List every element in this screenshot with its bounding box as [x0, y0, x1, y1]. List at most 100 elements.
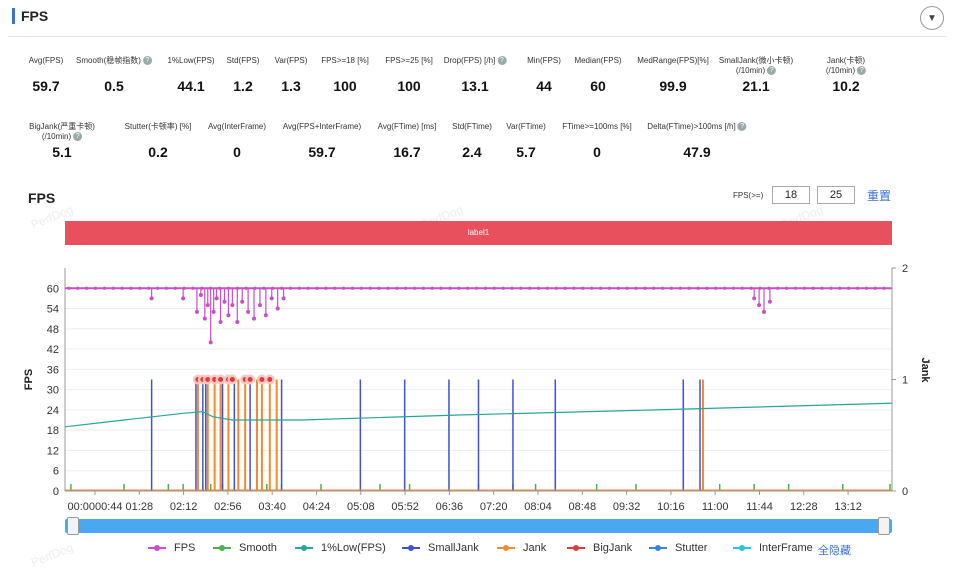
legend-swatch-icon	[148, 545, 166, 551]
metric-value: 1.2	[233, 78, 253, 94]
fps-point	[333, 286, 337, 290]
time-range-slider[interactable]	[65, 517, 892, 535]
fps-point	[838, 286, 842, 290]
fps-point	[412, 286, 417, 290]
fps-dip-point	[211, 309, 216, 314]
fps-point	[395, 286, 399, 290]
metric-avg-fps-interframe: Avg(FPS+InterFrame) 59.7	[283, 122, 361, 160]
collapse-button[interactable]: ▼	[920, 6, 944, 30]
fps-point	[67, 286, 71, 290]
metric-value: 99.9	[659, 78, 687, 94]
metric-stutter: Stutter(卡顿率) [%] 0.2	[125, 122, 192, 160]
metric-label: FPS>=18 [%]	[321, 56, 369, 66]
help-icon[interactable]: ?	[497, 56, 507, 66]
help-icon[interactable]: ?	[73, 132, 83, 142]
fps-point	[147, 286, 151, 290]
x-tick-label: 12:28	[790, 501, 818, 513]
hide-all-button[interactable]: 全隐藏	[818, 545, 851, 557]
x-tick-label: 05:08	[347, 501, 375, 513]
fps-point	[528, 286, 532, 290]
fps-dip-point	[246, 309, 251, 314]
legend-item[interactable]: Jank	[497, 542, 546, 554]
reset-button[interactable]: 重置	[867, 189, 892, 203]
fps-point	[519, 286, 523, 290]
legend-item[interactable]: FPS	[148, 542, 195, 554]
fps-point	[306, 286, 310, 290]
metric-value: 10.2	[832, 78, 860, 94]
metric-fps-25: FPS>=25 [%] 100	[385, 56, 433, 94]
metric-avg-fps: Avg(FPS) 59.7	[29, 56, 64, 94]
help-icon[interactable]: ?	[857, 66, 867, 76]
fps-point	[847, 286, 851, 290]
metric-smalljank: SmallJank(微小卡顿) (/10min)? 21.1	[719, 56, 793, 94]
fps-point	[563, 286, 567, 290]
fps-point	[705, 286, 709, 290]
low1-fps-line	[64, 402, 893, 428]
metric-ftime-100ms: FTime>=100ms [%] 0	[562, 122, 632, 160]
y-tick-label: 36	[47, 364, 59, 376]
fps-dip-point	[202, 316, 207, 321]
legend-item[interactable]: Stutter	[649, 542, 707, 554]
help-icon[interactable]: ?	[737, 122, 747, 132]
metric-value: 16.7	[393, 144, 421, 160]
fps-point	[607, 286, 612, 290]
fps-point	[873, 286, 877, 290]
fps-point	[598, 286, 603, 290]
fps-dip-point	[214, 296, 219, 301]
threshold-input-25[interactable]: 25	[817, 186, 855, 204]
metric-medrange-fps: MedRange(FPS)[%] 99.9	[637, 56, 709, 94]
fps-point	[138, 286, 142, 290]
metric-label-text: Var(FTime)	[506, 122, 546, 131]
metric-label: Jank(卡顿)	[826, 56, 866, 66]
y-tick-label: 48	[47, 324, 59, 336]
y-tick-label: 54	[47, 304, 59, 316]
metric-value: 0	[593, 144, 601, 160]
threshold-input-18[interactable]: 18	[772, 186, 810, 204]
slider-handle-left[interactable]	[67, 517, 79, 535]
fps-point	[811, 286, 815, 290]
help-icon[interactable]: ?	[142, 56, 152, 66]
legend-label: Smooth	[239, 542, 277, 554]
fps-dip-point	[281, 296, 286, 301]
fps-dip-point	[149, 296, 154, 301]
legend-label: InterFrame	[759, 542, 813, 554]
metric-value: 5.1	[52, 144, 72, 160]
metric-unit-text: (/10min)	[825, 66, 856, 75]
fps-point	[669, 286, 674, 290]
legend-item[interactable]: InterFrame	[733, 542, 813, 554]
fps-point	[262, 286, 266, 290]
legend-item[interactable]: SmallJank	[402, 542, 479, 554]
fps-point	[368, 286, 372, 290]
metric-label-text: BigJank(严重卡顿)	[29, 122, 95, 131]
fps-point	[474, 286, 479, 290]
fps-dip-point	[757, 303, 762, 308]
metric-std-fps: Std(FPS) 1.2	[227, 56, 260, 94]
fps-dip-point	[230, 303, 235, 308]
metric-label-text: Std(FTime)	[452, 122, 492, 131]
fps-dip-point	[252, 316, 257, 321]
x-tick-label: 04:24	[303, 501, 331, 513]
legend-item[interactable]: Smooth	[213, 542, 277, 554]
legend-swatch-icon	[733, 545, 751, 551]
metric-value: 5.7	[516, 144, 536, 160]
fps-point	[129, 286, 133, 290]
metric-label-text: SmallJank(微小卡顿)	[718, 56, 794, 65]
fps-dip-point	[263, 313, 268, 318]
legend-item[interactable]: 1%Low(FPS)	[295, 542, 386, 554]
legend-item[interactable]: BigJank	[567, 542, 632, 554]
label-bar[interactable]: label1	[65, 221, 892, 245]
fps-point	[448, 286, 452, 290]
fps-point	[572, 286, 576, 290]
fps-point	[155, 286, 160, 290]
metric-label-text: FTime>=100ms [%]	[562, 122, 632, 131]
y-tick-label: 60	[47, 283, 59, 295]
slider-handle-right[interactable]	[878, 517, 890, 535]
x-tick-label: 09:32	[613, 501, 641, 513]
x-tick-label: 05:52	[391, 501, 419, 513]
help-icon[interactable]: ?	[767, 66, 777, 76]
fps-point	[76, 286, 80, 290]
metric-label-text: Std(FPS)	[226, 56, 260, 65]
fps-point	[625, 286, 629, 290]
